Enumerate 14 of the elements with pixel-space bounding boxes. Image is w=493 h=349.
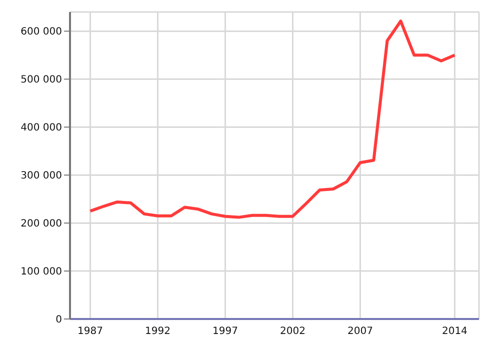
y-tick-label: 600 000 — [20, 26, 62, 38]
x-tick-label: 2007 — [347, 326, 373, 338]
y-tick-label: 200 000 — [20, 218, 62, 230]
y-tick-label: 500 000 — [20, 74, 62, 86]
y-tick-label: 0 — [56, 314, 62, 326]
y-tick-label: 300 000 — [20, 170, 62, 182]
y-tick-label: 400 000 — [20, 122, 62, 134]
line-series — [88, 20, 456, 219]
x-tick-label: 1997 — [212, 326, 238, 338]
x-tick-label: 2002 — [280, 326, 306, 338]
x-tick-label: 1992 — [145, 326, 170, 338]
x-tick-label: 1987 — [78, 326, 103, 338]
y-tick-label: 100 000 — [20, 266, 62, 278]
x-tick-label: 2014 — [442, 326, 468, 338]
